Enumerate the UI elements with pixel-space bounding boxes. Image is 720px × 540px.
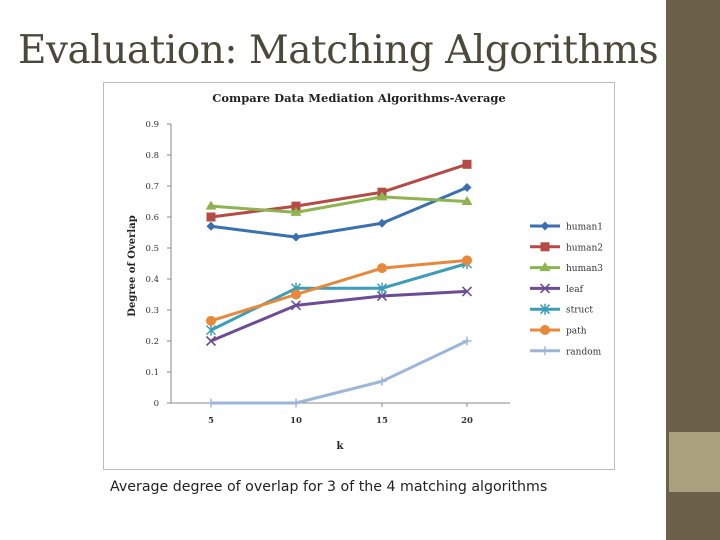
legend-label: random xyxy=(566,347,602,357)
data-point-struct xyxy=(205,324,217,336)
data-point-random xyxy=(291,398,301,408)
series-human2 xyxy=(206,159,472,222)
legend-label: human2 xyxy=(566,243,603,253)
legend-marker xyxy=(539,283,551,294)
series-line-path xyxy=(210,258,468,323)
series-line-human2 xyxy=(210,162,468,219)
series-struct xyxy=(205,258,473,336)
data-point-path xyxy=(462,255,472,266)
series-path xyxy=(206,255,472,326)
legend-item-path: path xyxy=(530,325,587,337)
y-tick-label: 0.5 xyxy=(145,244,159,254)
x-tick-label: 5 xyxy=(208,416,214,426)
data-point-leaf xyxy=(205,335,217,347)
data-point-leaf xyxy=(461,286,473,297)
data-point-human1 xyxy=(291,232,301,242)
legend-label: human3 xyxy=(566,264,603,274)
legend-marker xyxy=(540,221,550,231)
legend-label: path xyxy=(566,327,587,337)
data-point-human2 xyxy=(206,212,216,222)
data-point-human3 xyxy=(461,196,473,205)
x-tick-label: 15 xyxy=(376,416,388,426)
series-line-human3 xyxy=(210,195,468,214)
y-tick-label: 0.9 xyxy=(145,120,159,130)
legend-marker xyxy=(540,325,550,335)
y-tick-label: 0.1 xyxy=(145,368,159,378)
y-tick-label: 0.6 xyxy=(145,213,159,223)
legend-marker xyxy=(540,242,550,252)
series-line-random xyxy=(211,339,468,405)
series-line-leaf xyxy=(210,289,468,343)
series-random xyxy=(206,336,472,408)
data-point-human2 xyxy=(462,159,472,169)
legend-item-leaf: leaf xyxy=(530,283,584,295)
data-point-leaf xyxy=(376,290,388,302)
x-axis-label: k xyxy=(337,441,345,452)
data-point-random xyxy=(377,376,387,386)
y-tick-label: 0.8 xyxy=(145,151,159,161)
legend-item-random: random xyxy=(530,346,602,357)
data-point-struct xyxy=(376,282,388,294)
legend-item-human1: human1 xyxy=(530,221,603,233)
x-tick-label: 20 xyxy=(461,416,473,426)
series-human1 xyxy=(206,183,472,242)
data-point-random xyxy=(206,398,216,408)
legend-label: leaf xyxy=(566,285,584,295)
data-point-random xyxy=(462,336,472,346)
series-leaf xyxy=(205,286,473,347)
data-point-human2 xyxy=(291,201,301,211)
y-tick-label: 0.4 xyxy=(145,275,159,285)
data-point-path xyxy=(291,289,301,300)
data-point-human1 xyxy=(462,183,472,193)
data-point-leaf xyxy=(290,300,302,311)
chart-frame: Compare Data Mediation Algorithms-Averag… xyxy=(103,82,615,470)
legend-label: struct xyxy=(566,306,593,316)
y-axis-label: Degree of Overlap xyxy=(127,215,138,316)
y-tick-label: 0.7 xyxy=(145,182,159,192)
legend-item-struct: struct xyxy=(530,303,593,316)
legend-marker xyxy=(539,303,551,315)
y-tick-label: 0.3 xyxy=(145,306,159,316)
side-decor-accent xyxy=(669,432,720,492)
data-point-path xyxy=(377,263,387,274)
series-line-struct xyxy=(210,262,468,332)
legend-item-human2: human2 xyxy=(530,242,603,253)
chart-title: Compare Data Mediation Algorithms-Averag… xyxy=(212,91,506,105)
data-point-human3 xyxy=(205,200,217,210)
slide-title: Evaluation: Matching Algorithms xyxy=(18,28,659,73)
x-tick-label: 10 xyxy=(290,416,302,426)
series-line-human1 xyxy=(210,186,468,239)
data-point-human3 xyxy=(290,206,302,216)
legend-item-human3: human3 xyxy=(530,262,603,274)
data-point-human1 xyxy=(377,218,387,228)
legend-marker xyxy=(539,262,551,272)
y-tick-label: 0.2 xyxy=(145,337,159,347)
y-tick-label: 0 xyxy=(154,399,159,409)
legend-marker xyxy=(540,346,550,356)
data-point-path xyxy=(206,315,216,326)
data-point-human3 xyxy=(376,191,388,201)
legend-label: human1 xyxy=(566,223,603,233)
slide-caption: Average degree of overlap for 3 of the 4… xyxy=(110,479,548,495)
data-point-human1 xyxy=(206,221,216,231)
series-human3 xyxy=(205,191,473,216)
line-chart: Compare Data Mediation Algorithms-Averag… xyxy=(127,91,603,452)
